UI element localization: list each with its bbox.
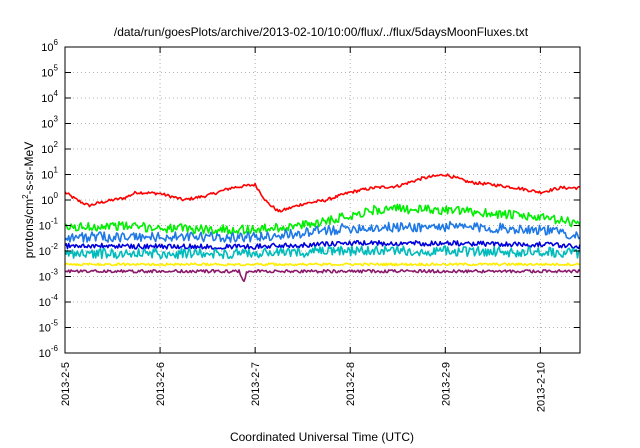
x-tick-label: 2013-2-9 <box>440 362 452 406</box>
y-tick-label-exponent: -6 <box>51 344 59 353</box>
y-tick-label-exponent: -3 <box>51 268 59 277</box>
x-tick-label: 2013-2-6 <box>155 362 167 406</box>
series-line <box>64 173 581 213</box>
series-line <box>64 262 581 267</box>
y-tick-label-base: 10 <box>41 42 53 54</box>
y-tick-label-base: 10 <box>39 246 51 258</box>
y-tick-label-base: 10 <box>41 170 53 182</box>
y-tick-label: 10-5 <box>39 319 59 335</box>
axis-ticks <box>64 46 580 354</box>
x-axis-label: Coordinated Universal Time (UTC) <box>230 430 414 444</box>
y-tick-label-base: 10 <box>39 297 51 309</box>
y-tick-label: 100 <box>41 191 58 207</box>
x-tick-label: 2013-2-10 <box>535 362 547 412</box>
y-tick-label-base: 10 <box>41 93 53 105</box>
y-tick-label-base: 10 <box>41 195 53 207</box>
y-tick-label-exponent: 6 <box>54 38 59 47</box>
y-tick-label-base: 10 <box>39 348 51 360</box>
x-tick-label: 2013-2-8 <box>345 362 357 406</box>
series-line <box>64 245 581 260</box>
y-tick-label-base: 10 <box>41 68 53 80</box>
y-tick-label-exponent: 1 <box>54 166 59 175</box>
y-tick-label: 10-1 <box>39 217 59 233</box>
y-tick-label-base: 10 <box>41 119 53 131</box>
y-tick-label-exponent: 5 <box>54 64 59 73</box>
series-line <box>64 240 581 250</box>
y-tick-label: 102 <box>41 140 58 156</box>
y-tick-label: 103 <box>41 115 58 131</box>
y-tick-label: 10-3 <box>39 268 59 284</box>
y-tick-label-exponent: 2 <box>54 140 59 149</box>
y-tick-label: 10-4 <box>39 293 59 309</box>
chart-title: /data/run/goesPlots/archive/2013-02-10/1… <box>114 25 529 39</box>
y-axis-label-superscript: 2 <box>21 194 30 199</box>
y-tick-label-exponent: 0 <box>54 191 59 200</box>
series-line <box>64 203 581 235</box>
y-tick-label-exponent: -4 <box>51 293 59 302</box>
y-tick-label: 104 <box>41 89 58 105</box>
y-tick-labels: 10-610-510-410-310-210-11001011021031041… <box>39 38 59 360</box>
series-lines <box>64 173 581 283</box>
x-tick-label: 2013-2-5 <box>60 362 72 406</box>
grid-lines <box>65 47 580 353</box>
y-axis-label: protons/cm2-s-sr-MeV <box>21 142 36 258</box>
y-tick-label-exponent: -5 <box>51 319 59 328</box>
x-tick-label: 2013-2-7 <box>250 362 262 406</box>
y-tick-label: 10-6 <box>39 344 59 360</box>
y-tick-label-base: 10 <box>39 323 51 335</box>
y-tick-label-exponent: -2 <box>51 242 59 251</box>
y-tick-label-exponent: -1 <box>51 217 59 226</box>
y-tick-label-exponent: 4 <box>54 89 59 98</box>
series-line <box>64 268 581 283</box>
series-line <box>64 220 581 243</box>
y-axis-label-main: protons/cm <box>22 199 36 258</box>
y-tick-label-base: 10 <box>39 221 51 233</box>
y-tick-label-exponent: 3 <box>54 115 59 124</box>
y-tick-label: 105 <box>41 64 58 80</box>
y-tick-label-base: 10 <box>39 272 51 284</box>
y-tick-label-base: 10 <box>41 144 53 156</box>
y-axis-label-units: -s-sr-MeV <box>22 142 36 195</box>
x-tick-labels: 2013-2-5 2013-2-6 2013-2-7 2013-2-8 2013-2-9… <box>60 362 547 412</box>
y-tick-label: 101 <box>41 166 58 182</box>
y-tick-label: 106 <box>41 38 58 54</box>
y-tick-label: 10-2 <box>39 242 59 258</box>
